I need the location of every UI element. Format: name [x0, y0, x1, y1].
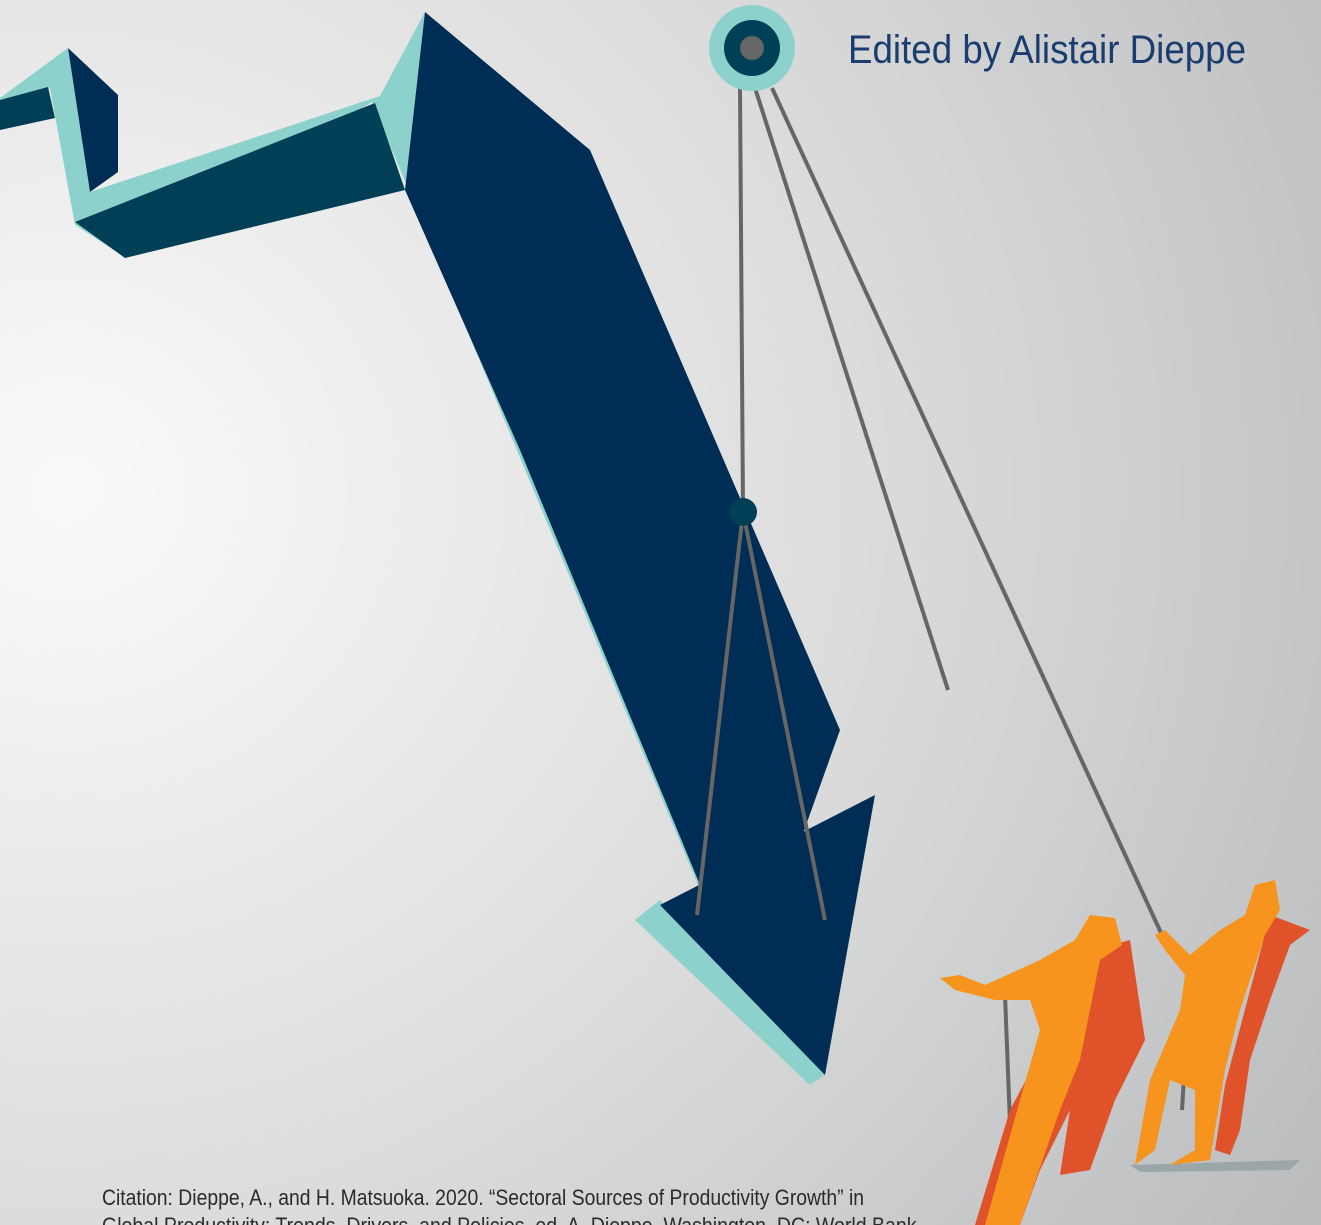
- arrow-bottom: [0, 87, 55, 130]
- figure-back: [1215, 915, 1310, 1155]
- arrowhead-side: [660, 795, 875, 1075]
- rope-knot: [729, 498, 757, 526]
- citation-line: Global Productivity: Trends, Drivers, an…: [102, 1213, 922, 1225]
- citation-line: Citation: Dieppe, A., and H. Matsuoka. 2…: [102, 1185, 864, 1210]
- arrowhead-front: [635, 900, 825, 1085]
- rope: [695, 511, 745, 916]
- rope: [753, 87, 950, 691]
- arrow-side: [68, 48, 118, 192]
- figure: [1135, 880, 1280, 1165]
- shadow: [1130, 1160, 1300, 1172]
- pulley: [695, 5, 1192, 1176]
- rope: [741, 511, 827, 921]
- arrow-illustration: [0, 12, 875, 1085]
- rope: [770, 87, 1164, 936]
- rope: [738, 87, 745, 511]
- arrow-side: [405, 12, 840, 940]
- pulley-axle: [740, 36, 764, 60]
- figures: [940, 880, 1310, 1225]
- arrow-bottom: [75, 103, 405, 258]
- editor-credit: Edited by Alistair Dieppe: [848, 28, 1246, 72]
- figure: [940, 915, 1122, 1225]
